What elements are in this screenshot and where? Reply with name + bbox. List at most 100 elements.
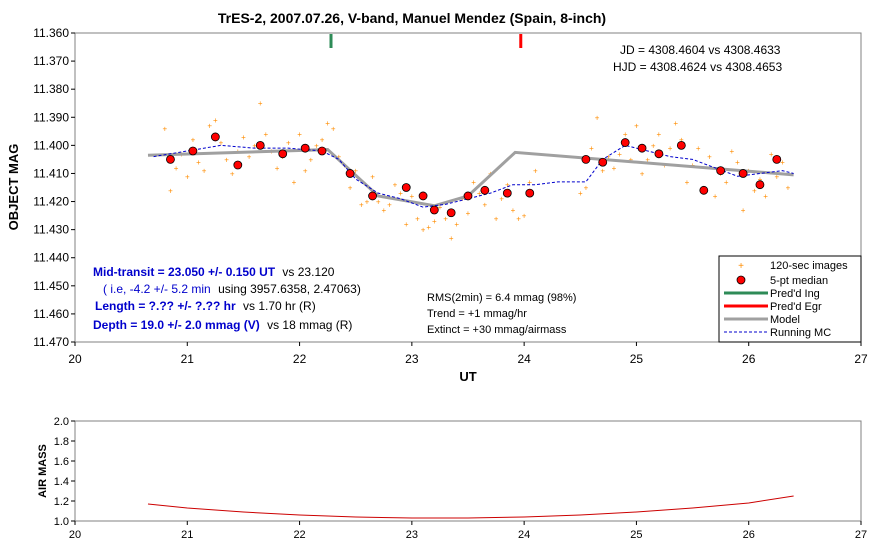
- median-point: [278, 149, 288, 159]
- image-point: +: [634, 122, 639, 131]
- bottom-y-tick-label: 1.0: [54, 516, 69, 528]
- median-point: [480, 185, 490, 195]
- image-point: +: [314, 141, 319, 150]
- image-point: +: [685, 178, 690, 187]
- image-point: +: [449, 234, 454, 243]
- image-point: +: [348, 184, 353, 193]
- median-point: [418, 191, 428, 201]
- median-point: [317, 146, 327, 156]
- image-point: +: [460, 195, 465, 204]
- bottom-y-tick-label: 1.4: [54, 476, 69, 488]
- depth-compare: vs 18 mmag (R): [267, 318, 352, 332]
- image-point: +: [421, 226, 426, 235]
- image-point: +: [589, 144, 594, 153]
- bottom-y-tick-label: 1.6: [54, 456, 69, 468]
- image-point: +: [769, 150, 774, 159]
- image-point: +: [527, 178, 532, 187]
- ephemeris-annotation: ( i.e, -4.2 +/- 5.2 min using 3957.6358,…: [103, 282, 361, 296]
- median-point: [598, 157, 608, 167]
- legend-label-images: 120-sec images: [770, 260, 848, 272]
- image-point: +: [454, 220, 459, 229]
- image-point: +: [657, 130, 662, 139]
- legend-label-median: 5-pt median: [770, 275, 828, 287]
- image-point: +: [241, 133, 246, 142]
- legend-label-egress: Pred'd Egr: [770, 301, 822, 313]
- image-point: +: [207, 122, 212, 131]
- top-y-tick-label: 11.360: [33, 26, 69, 40]
- image-point: +: [623, 130, 628, 139]
- image-point: +: [297, 130, 302, 139]
- image-point: +: [247, 153, 252, 162]
- length-annotation: Length = ?.?? +/- ?.?? hr vs 1.70 hr (R): [95, 299, 316, 313]
- rms-annotation: RMS(2min) = 6.4 mmag (98%): [427, 292, 576, 304]
- image-point: +: [325, 119, 330, 128]
- mid-transit-value: Mid-transit = 23.050 +/- 0.150 UT: [93, 265, 276, 279]
- image-point: +: [780, 158, 785, 167]
- legend-marker-images: +: [738, 261, 744, 272]
- image-point: +: [595, 113, 600, 122]
- image-point: +: [617, 150, 622, 159]
- image-point: +: [443, 214, 448, 223]
- image-point: +: [584, 184, 589, 193]
- image-point: +: [494, 214, 499, 223]
- bottom-x-tick-label: 26: [743, 529, 755, 541]
- image-point: +: [191, 136, 196, 145]
- top-x-tick-label: 20: [68, 352, 82, 366]
- median-point: [166, 155, 175, 164]
- image-point: +: [415, 214, 420, 223]
- top-x-tick-label: 21: [181, 352, 195, 366]
- image-point: +: [292, 178, 297, 187]
- image-point: +: [606, 153, 611, 162]
- image-point: +: [308, 155, 313, 164]
- median-point: [300, 143, 310, 153]
- image-point: +: [404, 220, 409, 229]
- top-x-tick-label: 25: [630, 352, 644, 366]
- extinct-annotation: Extinct = +30 mmag/airmass: [427, 324, 567, 336]
- image-point: +: [612, 164, 617, 173]
- image-point: +: [696, 144, 701, 153]
- bottom-x-tick-label: 22: [293, 529, 305, 541]
- image-point: +: [628, 155, 633, 164]
- top-y-tick-label: 11.470: [33, 335, 69, 349]
- chart-title: TrES-2, 2007.07.26, V-band, Manuel Mende…: [218, 10, 606, 26]
- median-point: [738, 169, 748, 178]
- image-point: +: [202, 167, 207, 176]
- median-point: [345, 169, 355, 178]
- image-point: +: [331, 125, 336, 134]
- length-value: Length = ?.?? +/- ?.?? hr: [95, 299, 236, 313]
- top-y-tick-label: 11.380: [33, 82, 69, 96]
- image-point: +: [258, 99, 263, 108]
- image-point: +: [600, 167, 605, 176]
- image-point: +: [651, 141, 656, 150]
- top-y-tick-label: 11.410: [33, 166, 69, 180]
- image-point: +: [387, 200, 392, 209]
- jd-annotation: JD = 4308.4604 vs 4308.4633: [620, 43, 781, 57]
- median-point: [446, 208, 456, 218]
- top-x-tick-label: 27: [854, 352, 868, 366]
- bottom-y-tick-label: 2.0: [54, 416, 69, 428]
- median-point: [429, 205, 439, 215]
- image-point: +: [483, 200, 488, 209]
- image-point: +: [376, 198, 381, 207]
- median-point: [188, 146, 198, 156]
- image-point: +: [774, 172, 779, 181]
- image-point: +: [320, 136, 325, 145]
- image-point: +: [499, 195, 504, 204]
- image-point: +: [410, 192, 415, 201]
- image-point: +: [724, 178, 729, 187]
- image-point: +: [174, 164, 179, 173]
- median-point: [255, 140, 265, 150]
- median-point: [637, 143, 647, 153]
- top-y-tick-label: 11.390: [33, 110, 69, 124]
- bottom-x-tick-label: 24: [518, 529, 530, 541]
- trend-annotation: Trend = +1 mmag/hr: [427, 308, 527, 320]
- image-point: +: [668, 144, 673, 153]
- top-x-axis-label: UT: [459, 369, 476, 384]
- median-point: [401, 183, 411, 192]
- median-point: [654, 149, 664, 159]
- image-point: +: [359, 200, 364, 209]
- hjd-annotation: HJD = 4308.4624 vs 4308.4653: [613, 60, 782, 74]
- image-point: +: [763, 192, 768, 201]
- image-point: +: [505, 181, 510, 190]
